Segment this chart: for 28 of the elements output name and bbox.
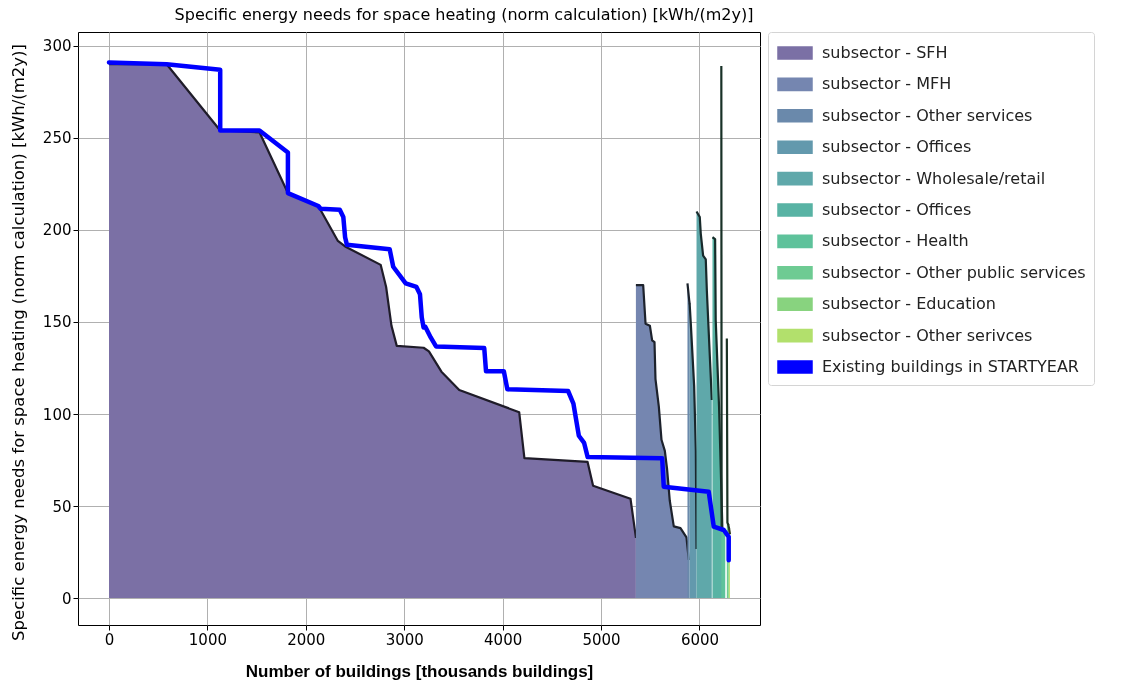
x-tick-label: 5000	[582, 630, 621, 649]
x-tick-label: 6000	[680, 630, 720, 649]
legend-label: subsector - Offices	[822, 200, 972, 219]
y-axis-title: Specific energy needs for space heating (norm calculation) [kWh/(m2y)]	[8, 44, 28, 641]
y-tick-label: 0	[61, 589, 72, 608]
chart-title: Specific energy needs for space heating (norm calculation) [kWh/(m2y)]	[174, 4, 754, 24]
legend-label: subsector - SFH	[822, 43, 948, 62]
x-tick-label: 2000	[287, 630, 326, 649]
y-tick-label: 100	[42, 405, 72, 424]
legend-label: subsector - Other services	[822, 105, 1033, 125]
x-tick-label: 4000	[484, 630, 523, 649]
legend-label: subsector - MFH	[822, 74, 952, 94]
legend-label: subsector - Other public services	[822, 262, 1086, 282]
y-tick-label: 300	[42, 37, 72, 56]
y-tick-label: 150	[42, 313, 72, 332]
legend-label: Existing buildings in STARTYEAR	[822, 357, 1079, 376]
y-tick-label: 200	[42, 221, 72, 240]
x-tick-label: 3000	[385, 630, 424, 649]
x-tick-label: 0	[104, 630, 115, 649]
legend-label: subsector - Wholesale/retail	[822, 168, 1046, 188]
legend-label: subsector - Education	[822, 294, 996, 314]
x-tick-label: 1000	[188, 630, 228, 649]
y-tick-label: 50	[52, 497, 72, 516]
x-axis-title: Number of buildings [thousands buildings]	[245, 661, 594, 681]
legend-label: subsector - Health	[822, 231, 969, 251]
legend-label: subsector - Offices	[822, 137, 972, 157]
y-tick-label: 250	[42, 129, 72, 148]
legend-label: subsector - Other serivces	[822, 325, 1033, 345]
